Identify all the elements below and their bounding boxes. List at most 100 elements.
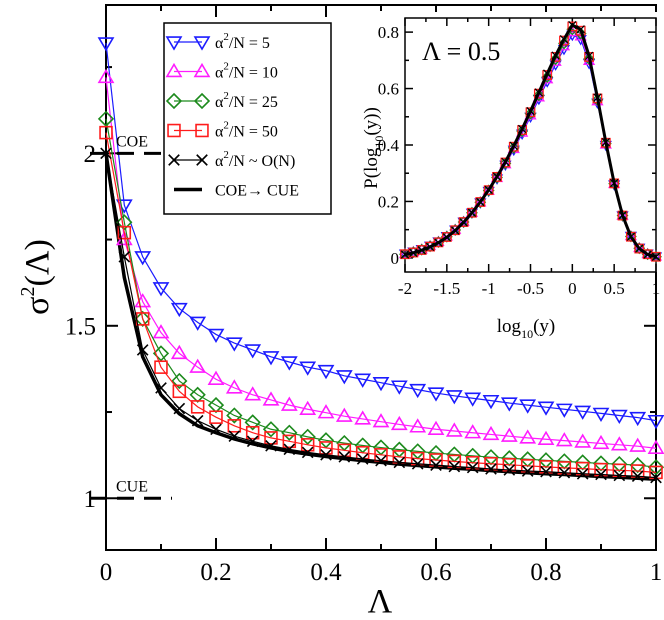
data-point-n-o-n-21 <box>485 463 497 475</box>
legend-entry-n-10: α2/N = 10 <box>165 61 278 82</box>
main-series <box>97 37 664 484</box>
data-point-n-25-28 <box>611 455 628 473</box>
y-tick-label-0-2: 0.2 <box>378 192 399 211</box>
data-point-n-10-21 <box>482 425 500 441</box>
data-point-n-10-30 <box>647 439 664 454</box>
data-point-n-o-n-25 <box>558 466 571 479</box>
data-point-n-o-n-20 <box>466 461 479 474</box>
legend-label-sup: 2 <box>223 90 229 102</box>
data-point-n-5-22 <box>500 397 518 412</box>
main-tick-labels: 0 0.2 0.4 0.6 0.8 1 1 1.5 2 <box>65 141 663 586</box>
data-point-n-10-6 <box>207 370 225 385</box>
x-tick-label-0-4: 0.4 <box>310 559 342 586</box>
data-point-n-o-n-13 <box>338 451 351 463</box>
y-tick-label-0-6: 0.6 <box>378 80 399 99</box>
data-point-n-50-9 <box>264 431 278 445</box>
data-point-n-10-0 <box>97 68 115 84</box>
data-point-n-25-8 <box>466 206 478 219</box>
data-point-n-50-6 <box>450 225 461 236</box>
data-point-n-10-19 <box>445 422 463 437</box>
data-point-n-5-19 <box>445 390 463 405</box>
x-tick-label-0-5: -0.5 <box>517 279 544 298</box>
data-point-n-10-24 <box>537 430 555 445</box>
data-point-n-10-23 <box>519 429 537 444</box>
series-line-n-10 <box>105 77 657 449</box>
data-point-n-50-4 <box>433 237 444 248</box>
data-point-n-5-21 <box>482 394 500 410</box>
main-y-axis-label-base: σ <box>19 296 56 314</box>
data-point-n-o-n-29 <box>631 470 644 482</box>
data-point-n-25-10 <box>482 184 495 197</box>
data-point-n-50-6 <box>209 410 223 424</box>
y-tick-label-1-5: 1.5 <box>65 314 96 341</box>
series-line-n-5 <box>105 42 657 422</box>
data-point-n-o-n-15 <box>375 454 387 467</box>
data-point-n-10-13 <box>335 407 353 422</box>
data-point-n-50-21 <box>575 25 586 36</box>
data-point-n-o-n-6 <box>210 423 222 436</box>
data-point-n-o-n-24 <box>540 465 552 478</box>
data-point-n-o-n-9 <box>265 440 277 452</box>
data-point-n-25-30 <box>647 459 664 476</box>
data-point-n-50-11 <box>300 438 315 452</box>
data-point-n-o-n-7 <box>228 430 241 442</box>
data-point-n-10-7 <box>225 379 243 394</box>
data-point-n-25-12 <box>499 157 512 170</box>
data-point-n-10-3 <box>152 324 170 339</box>
data-point-n-25-8 <box>244 414 261 431</box>
data-point-n-25-3 <box>152 345 170 362</box>
data-point-n-o-n-18 <box>430 459 442 471</box>
data-point-n-10-22 <box>500 427 518 442</box>
legend-label-rest: /N = 50 <box>229 124 278 141</box>
inset-y-axis-label-sub: 10 <box>372 136 386 148</box>
data-point-n-o-n-16 <box>393 456 406 469</box>
data-point-n-5-30 <box>647 414 664 430</box>
legend-label: α2/N = 5 <box>215 31 270 52</box>
series-n-o-n <box>100 147 662 484</box>
data-point-n-10-29 <box>629 437 647 452</box>
data-point-n-5-16 <box>390 380 408 395</box>
data-point-n-o-n-12 <box>320 448 332 461</box>
data-point-n-50-13 <box>508 141 519 152</box>
data-point-n-o-n-2 <box>136 344 149 356</box>
data-point-n-25-16 <box>532 89 545 102</box>
data-point-n-10-20 <box>464 424 482 439</box>
data-point-n-50-12 <box>500 157 511 168</box>
legend-marker-right <box>195 123 209 138</box>
data-point-n-25-18 <box>549 53 562 66</box>
theory-curve <box>404 23 657 259</box>
legend-label: α2/N = 50 <box>215 120 278 141</box>
legend-label-sup: 2 <box>223 61 229 73</box>
legend-label-base: α <box>215 124 224 141</box>
data-point-n-50-8 <box>467 207 477 218</box>
data-point-n-5-2 <box>134 251 152 266</box>
legend-label-rest: /N ~ O(N) <box>229 153 295 170</box>
data-point-n-o-n-30 <box>650 471 662 484</box>
data-point-n-10-12 <box>317 404 335 419</box>
inset-tick-labels: -2 -1.5 -1 -0.5 0 0.5 1 0 0.2 0.4 0.6 0.8 <box>378 23 661 298</box>
data-point-n-25-29 <box>629 457 646 474</box>
legend-marker-left <box>167 123 181 138</box>
data-point-n-5-11 <box>299 361 317 376</box>
inset-axis-ticks <box>404 18 657 272</box>
data-point-n-25-13 <box>507 141 520 154</box>
data-point-n-o-n-3 <box>155 382 167 394</box>
legend-marker-right <box>193 36 211 51</box>
data-point-n-5-5 <box>189 316 207 331</box>
data-point-n-o-n-14 <box>356 453 369 465</box>
legend-entry-theory: COE→ CUE <box>174 183 299 200</box>
x-tick-label-1: -1 <box>482 279 496 298</box>
data-point-n-5-23 <box>519 399 537 414</box>
legend-label-sup: 2 <box>223 31 229 43</box>
data-point-n-50-1 <box>117 225 132 240</box>
data-point-n-5-27 <box>592 407 610 422</box>
legend-label-base: α <box>215 94 224 111</box>
legend-marker-left <box>165 36 183 51</box>
data-point-n-5-29 <box>629 411 647 427</box>
data-point-n-5-13 <box>335 370 353 385</box>
data-point-n-5-15 <box>372 377 390 392</box>
data-point-n-25-26 <box>574 454 591 471</box>
main-annotations: COE CUE <box>90 133 172 500</box>
data-point-n-5-8 <box>244 344 262 359</box>
